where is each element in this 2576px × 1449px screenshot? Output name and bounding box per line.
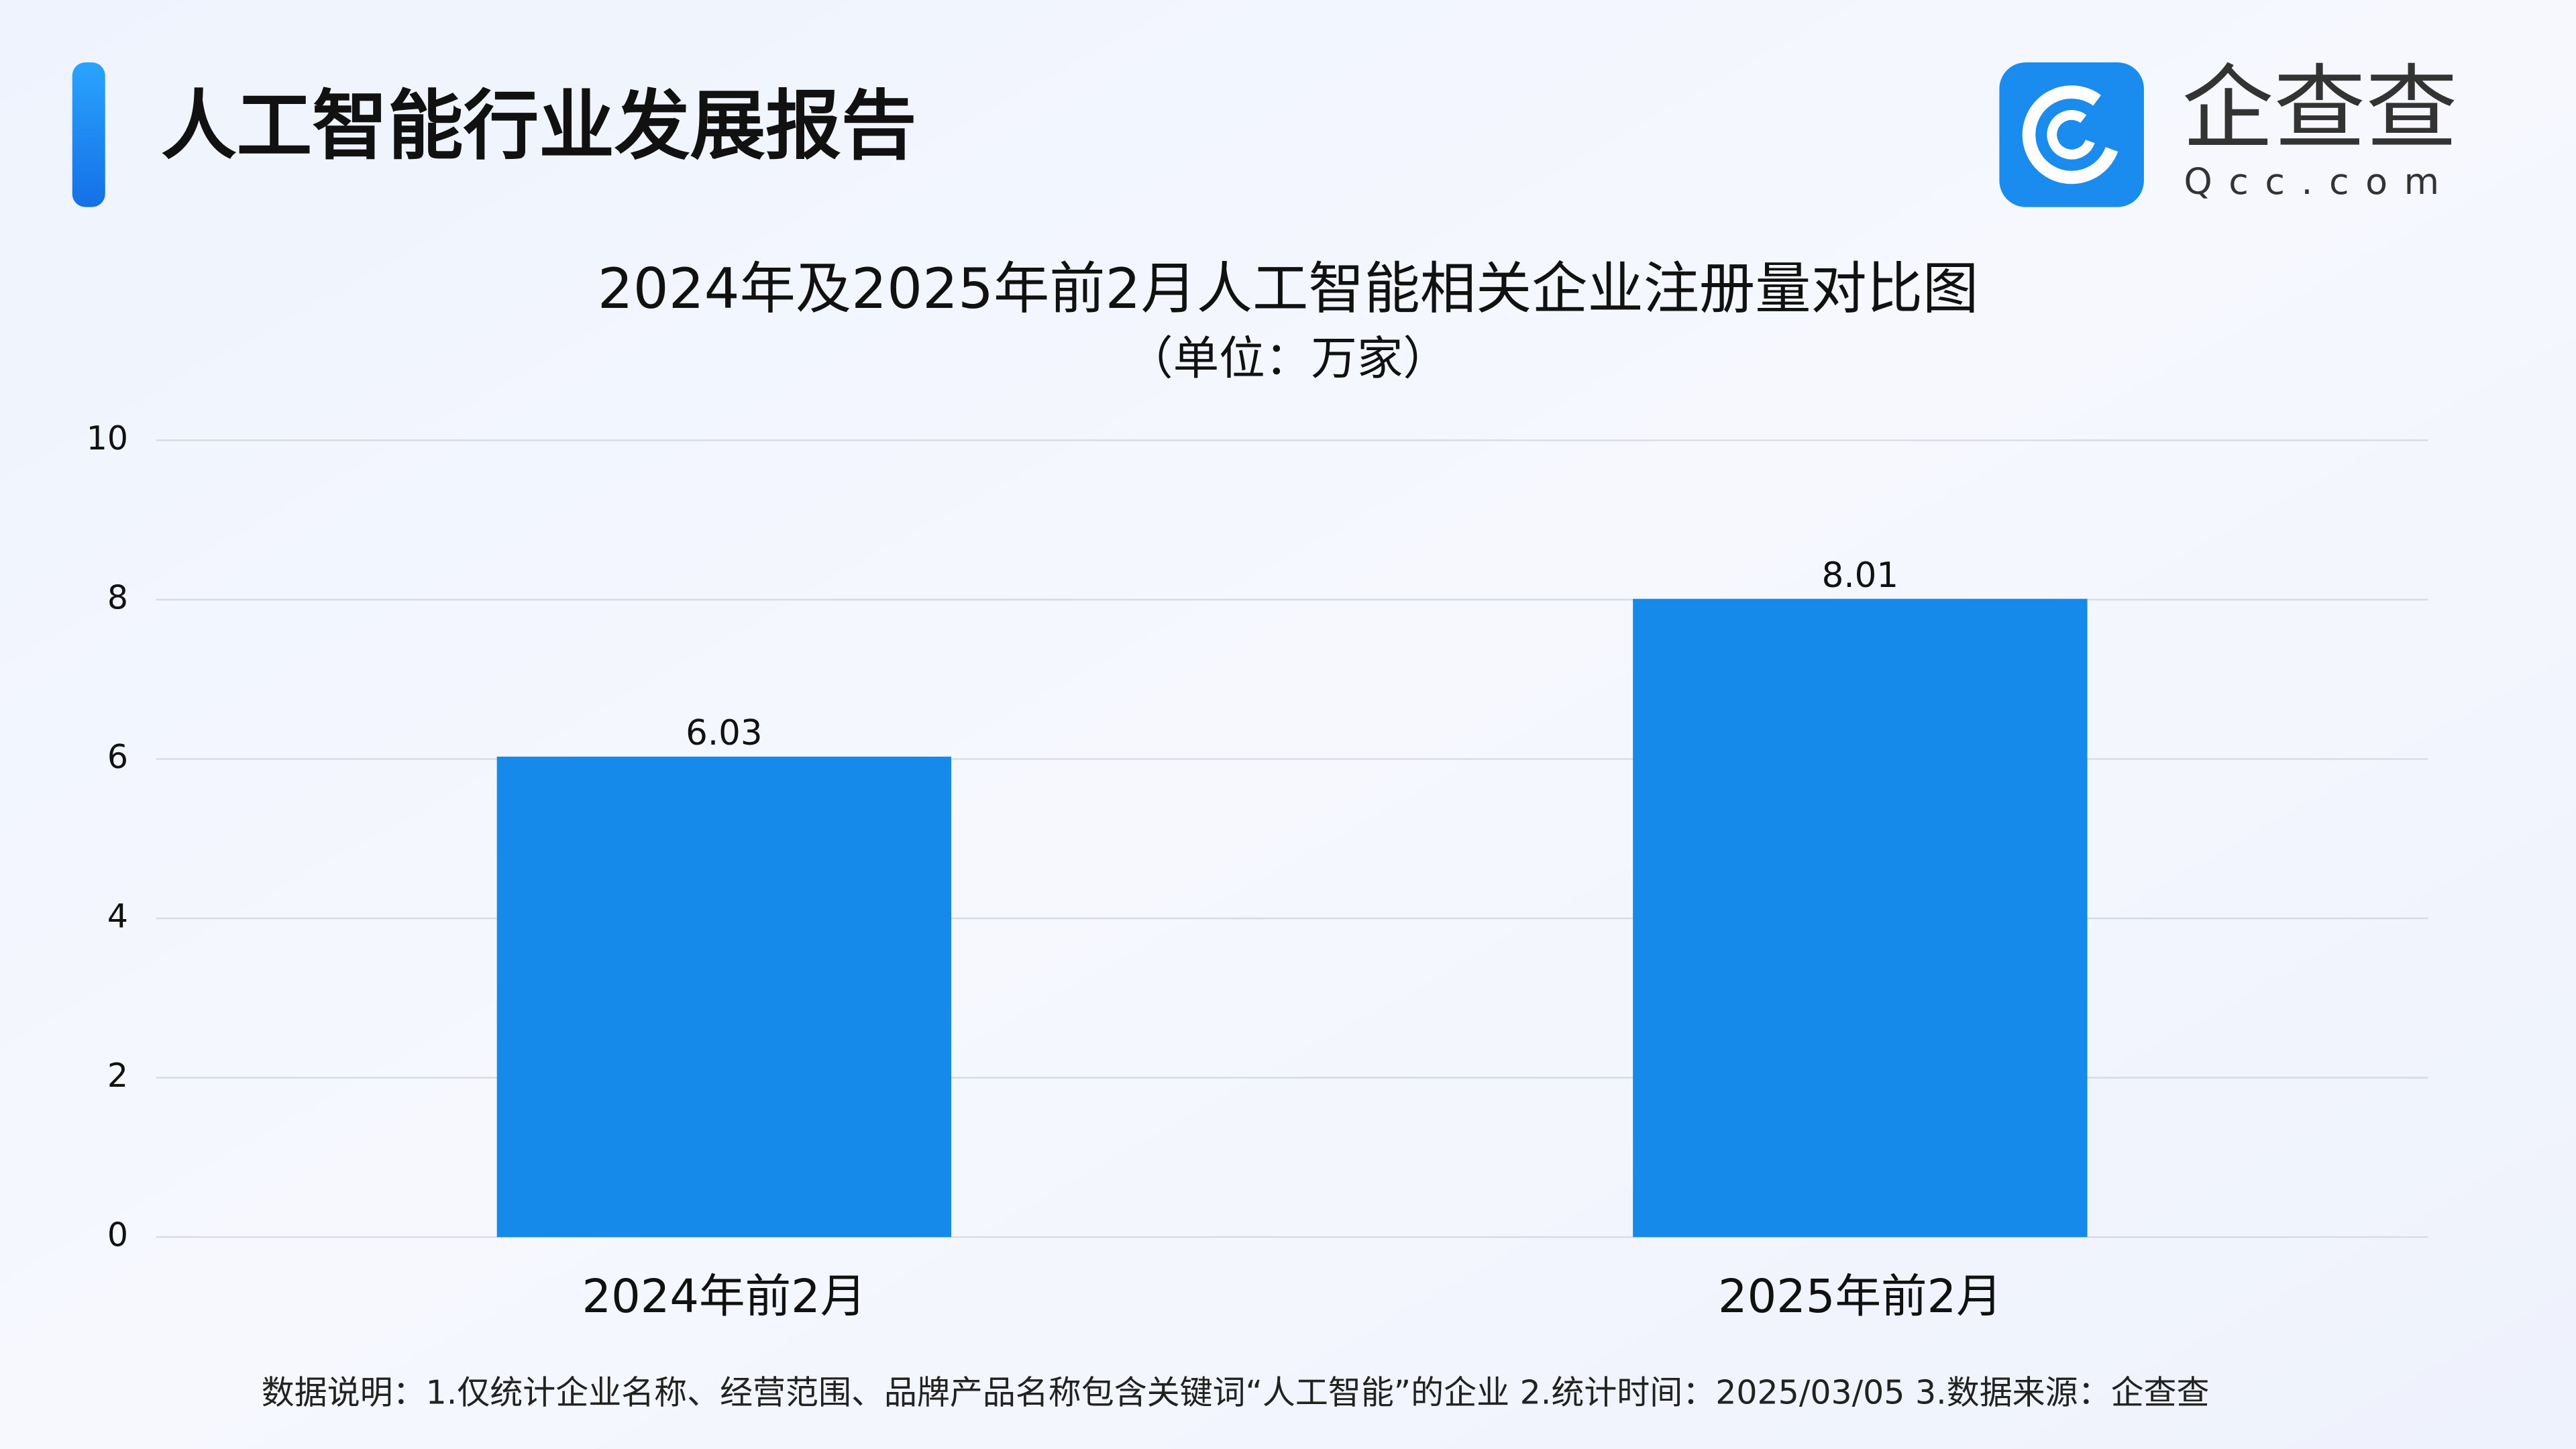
footnote: 数据说明：1.仅统计企业名称、经营范围、品牌产品名称包含关键词“人工智能”的企业… xyxy=(262,1374,2210,1412)
logo-ring xyxy=(2022,85,2121,184)
accent-bar xyxy=(72,62,105,207)
logo-subtext: Qcc.com xyxy=(2184,160,2455,203)
chart-subtitle: （单位：万家） xyxy=(1127,332,1449,386)
y-tick-label: 0 xyxy=(107,1216,128,1254)
y-tick-label: 2 xyxy=(107,1057,128,1095)
bar xyxy=(1633,598,2088,1238)
bar xyxy=(496,756,952,1238)
logo-icon xyxy=(1999,62,2144,207)
value-label: 6.03 xyxy=(686,713,762,753)
value-label: 8.01 xyxy=(1822,555,1898,596)
x-tick-label: 2025年前2月 xyxy=(1718,1270,2002,1324)
y-tick-label: 10 xyxy=(87,419,128,458)
x-tick-label: 2024年前2月 xyxy=(582,1270,866,1324)
y-tick-label: 4 xyxy=(107,897,128,935)
logo-text: 企查查 xyxy=(2182,56,2457,162)
logo: 企查查 Qcc.com xyxy=(1999,56,2458,207)
page-title: 人工智能行业发展报告 xyxy=(161,82,916,170)
chart-title: 2024年及2025年前2月人工智能相关企业注册量对比图 xyxy=(598,256,1978,321)
y-tick-label: 8 xyxy=(107,578,128,616)
y-tick-label: 6 xyxy=(107,738,128,776)
